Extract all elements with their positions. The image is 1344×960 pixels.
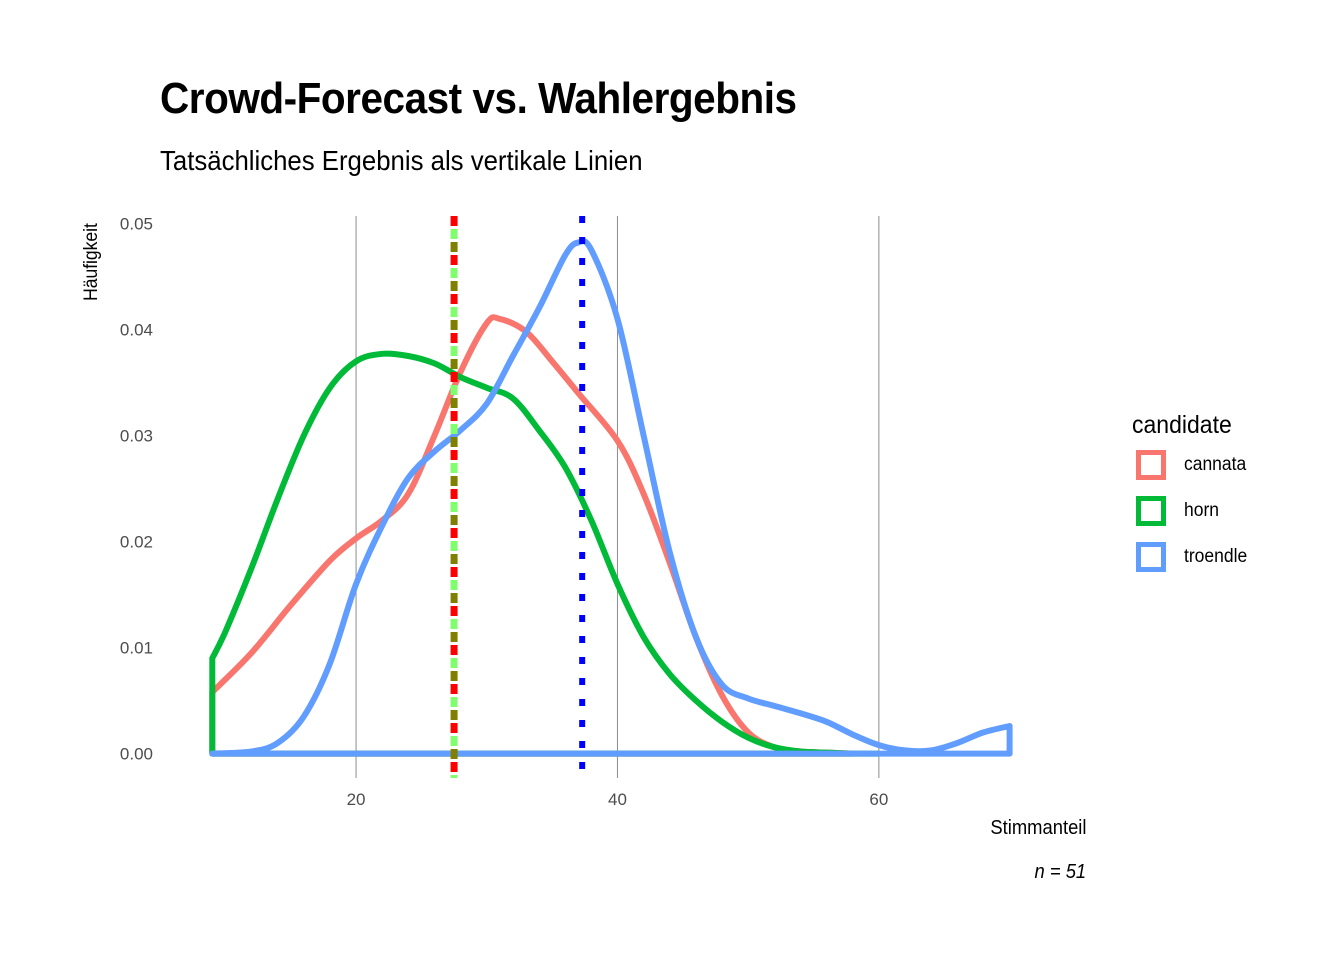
y-tick-label-1: 0.01 (120, 639, 153, 658)
chart-subtitle: Tatsächliches Ergebnis als vertikale Lin… (160, 145, 643, 176)
legend-item-horn: horn (1134, 494, 1334, 534)
x-tick-label-1: 40 (608, 790, 627, 809)
density-curve-horn (209, 350, 882, 757)
y-tick-label-2: 0.02 (120, 533, 153, 552)
legend-label-troendle: troendle (1184, 546, 1248, 567)
legend-key-cannata (1136, 450, 1166, 480)
y-tick-label-0: 0.00 (120, 745, 153, 764)
legend-label-horn: horn (1184, 500, 1219, 521)
legend-title: candidate (1132, 411, 1232, 439)
legend-key-troendle (1136, 542, 1166, 572)
legend-item-troendle: troendle (1134, 540, 1334, 580)
x-tick-label-0: 20 (347, 790, 366, 809)
legend-key-horn (1136, 496, 1166, 526)
y-tick-label-3: 0.03 (120, 426, 153, 445)
x-tick-label-2: 60 (869, 790, 888, 809)
density-curve-cannata (209, 314, 856, 757)
density-curve-troendle (209, 238, 1013, 757)
legend-item-cannata: cannata (1134, 448, 1334, 488)
y-tick-label-4: 0.04 (120, 320, 153, 339)
chart-title: Crowd-Forecast vs. Wahlergebnis (160, 74, 797, 123)
y-tick-label-5: 0.05 (120, 214, 153, 233)
legend-label-cannata: cannata (1184, 454, 1247, 475)
chart-caption: n = 51 (1034, 861, 1086, 883)
x-axis-label: Stimmanteil (989, 817, 1086, 839)
